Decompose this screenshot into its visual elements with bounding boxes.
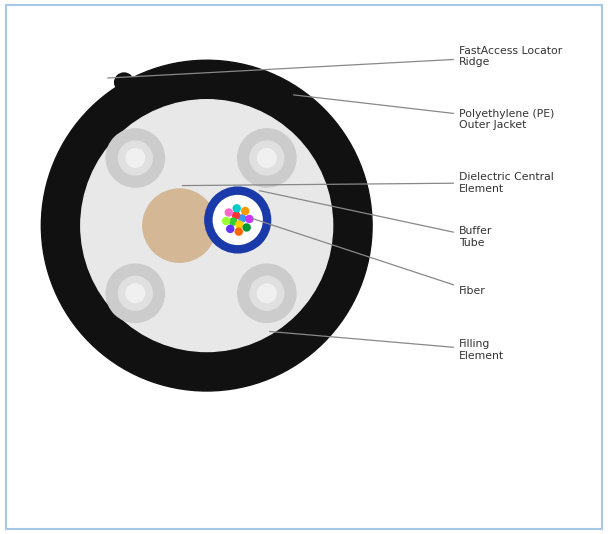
Circle shape [119, 277, 152, 310]
Text: FastAccess Locator
Ridge: FastAccess Locator Ridge [108, 45, 562, 78]
Circle shape [238, 129, 296, 187]
Circle shape [213, 195, 262, 245]
Circle shape [230, 218, 237, 225]
Text: Cross Section of Part Number: 012ZU4-T4F22D20: Cross Section of Part Number: 012ZU4-T4F… [24, 487, 543, 506]
Circle shape [258, 284, 276, 303]
Text: Filling
Element: Filling Element [269, 332, 504, 360]
Circle shape [243, 224, 250, 231]
Circle shape [242, 208, 249, 215]
Circle shape [227, 225, 233, 232]
Circle shape [226, 209, 232, 216]
Circle shape [81, 100, 333, 351]
Circle shape [106, 129, 164, 187]
Circle shape [238, 264, 296, 323]
Circle shape [232, 212, 240, 219]
Circle shape [119, 141, 152, 175]
Circle shape [236, 221, 243, 228]
Text: Buffer
Tube: Buffer Tube [259, 191, 492, 248]
Circle shape [239, 215, 246, 222]
Text: Fiber: Fiber [252, 218, 486, 296]
Circle shape [126, 284, 145, 303]
Circle shape [205, 187, 271, 253]
Circle shape [235, 228, 242, 235]
Circle shape [233, 205, 240, 212]
Text: Dielectric Central
Element: Dielectric Central Element [182, 172, 554, 193]
Circle shape [250, 141, 284, 175]
Circle shape [223, 217, 230, 224]
Circle shape [41, 60, 372, 391]
Circle shape [246, 215, 253, 223]
Text: Polyethylene (PE)
Outer Jacket: Polyethylene (PE) Outer Jacket [294, 95, 554, 130]
Circle shape [250, 277, 284, 310]
Circle shape [126, 148, 145, 167]
Circle shape [106, 264, 164, 323]
Circle shape [115, 73, 133, 92]
Circle shape [258, 148, 276, 167]
Circle shape [143, 189, 216, 262]
